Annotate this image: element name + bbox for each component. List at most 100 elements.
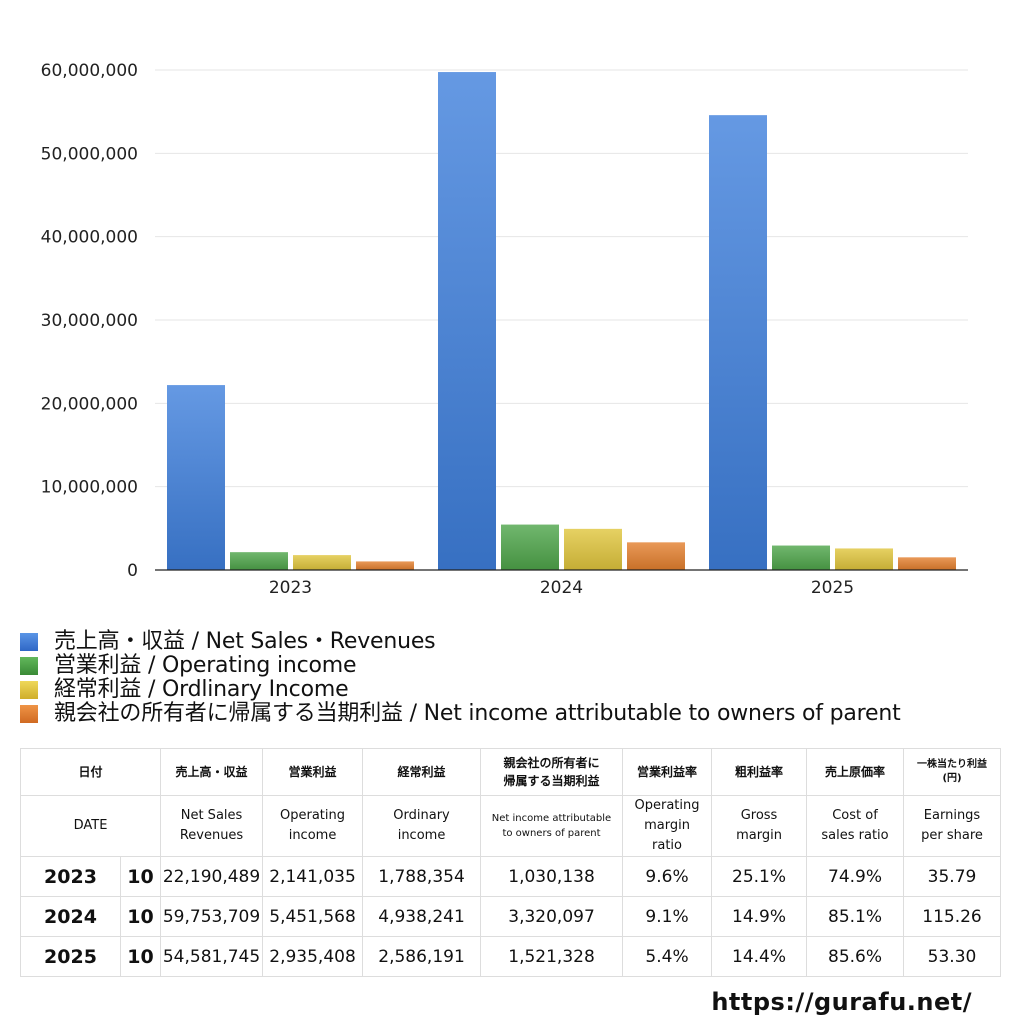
header-eps-en-line1: Earnings <box>923 808 981 823</box>
legend-label-ordinary-income: 経常利益 / Ordlinary Income <box>54 677 349 702</box>
header-net-en: Net income attributable to owners of par… <box>480 795 624 857</box>
cell-eps: 115.26 <box>903 896 1002 937</box>
cell-ord: 4,938,241 <box>362 896 482 937</box>
legend-item-ordinary-income: 経常利益 / Ordlinary Income <box>20 678 1020 702</box>
cell-opm: 5.4% <box>622 936 713 977</box>
y-tick-label: 60,000,000 <box>41 61 138 81</box>
legend-swatch-net-sales <box>20 633 38 651</box>
legend-swatch-ordinary-income <box>20 681 38 699</box>
header-op-jp: 営業利益 <box>262 748 364 796</box>
cell-net: 3,320,097 <box>480 896 624 937</box>
header-sales-en-line2: Revenues <box>179 828 244 843</box>
cell-year: 2023 <box>20 856 121 897</box>
cell-opm: 9.1% <box>622 896 713 937</box>
bar-2023-series-2 <box>293 555 351 570</box>
cell-cost: 85.1% <box>806 896 905 937</box>
header-date-jp: 日付 <box>19 748 162 796</box>
financial-data-table: 日付 売上高・収益 営業利益 経常利益 親会社の所有者に 帰属する当期利益 営業… <box>19 748 1002 977</box>
y-tick-label: 40,000,000 <box>41 228 138 248</box>
header-cost-en: Cost of sales ratio <box>806 795 905 857</box>
header-ord-en: Ordinary income <box>362 795 482 857</box>
header-eps-en: Earnings per share <box>903 795 1002 857</box>
header-gm-en-line2: margin <box>736 828 782 843</box>
grid-layer <box>155 69 968 488</box>
header-ord-jp: 経常利益 <box>362 748 482 796</box>
legend-item-operating-income: 営業利益 / Operating income <box>20 654 1020 678</box>
header-sales-jp: 売上高・収益 <box>160 748 264 796</box>
bars-layer <box>167 72 956 570</box>
legend-label-net-sales: 売上高・収益 / Net Sales・Revenues <box>54 629 436 654</box>
header-cost-en-line2: sales ratio <box>821 828 889 843</box>
bar-2025-series-3 <box>898 557 956 570</box>
y-tick-label: 30,000,000 <box>41 311 138 331</box>
axis-layer: 0 10,000,000 20,000,000 30,000,000 40,000,00… <box>41 61 968 598</box>
legend-item-net-sales: 売上高・収益 / Net Sales・Revenues <box>20 630 1020 654</box>
cell-eps: 53.30 <box>903 936 1002 977</box>
cell-cost: 85.6% <box>806 936 905 977</box>
header-net-jp-line2: 帰属する当期利益 <box>503 774 600 788</box>
chart-svg: 0 10,000,000 20,000,000 30,000,000 40,000,00… <box>41 61 968 598</box>
cell-net: 1,521,328 <box>480 936 624 977</box>
table-row-2023: 2023 10 22,190,489 2,141,035 1,788,354 1… <box>20 856 1002 897</box>
legend-label-net-income: 親会社の所有者に帰属する当期利益 / Net income attributab… <box>54 701 901 726</box>
y-tick-label: 50,000,000 <box>41 144 138 164</box>
table-row-2024: 2024 10 59,753,709 5,451,568 4,938,241 3… <box>20 896 1002 937</box>
header-eps-jp-line1: 一株当たり利益 <box>917 759 988 770</box>
cell-year: 2025 <box>20 936 121 977</box>
y-tick-label: 20,000,000 <box>41 394 138 414</box>
bar-2024-series-1 <box>501 524 559 570</box>
bar-2025-series-2 <box>835 548 893 570</box>
table-header-row-en: DATE Net Sales Revenues Operating income… <box>19 795 1002 857</box>
cell-month: 10 <box>119 936 162 977</box>
cell-opm: 9.6% <box>622 856 713 897</box>
y-tick-label: 10,000,000 <box>41 478 138 498</box>
header-net-en-line2: to owners of parent <box>502 828 601 839</box>
cell-cost: 74.9% <box>806 856 905 897</box>
bar-2023-series-3 <box>356 561 414 570</box>
header-net-en-line1: Net income attributable <box>491 813 612 824</box>
cell-gm: 14.9% <box>711 896 808 937</box>
site-url[interactable]: https://gurafu.net/ <box>711 988 972 1016</box>
x-tick-label: 2023 <box>269 578 312 598</box>
bar-2024-series-3 <box>627 542 685 570</box>
bar-2025-series-1 <box>772 545 830 570</box>
cell-op: 2,141,035 <box>262 856 364 897</box>
cell-op: 2,935,408 <box>262 936 364 977</box>
header-opm-en-line2: margin <box>644 818 690 833</box>
bar-chart: 0 10,000,000 20,000,000 30,000,000 40,000,00… <box>41 61 968 598</box>
header-sales-en: Net Sales Revenues <box>160 795 264 857</box>
header-date-en: DATE <box>19 795 162 857</box>
legend-item-net-income: 親会社の所有者に帰属する当期利益 / Net income attributab… <box>20 702 1020 726</box>
cell-sales: 54,581,745 <box>160 936 264 977</box>
header-net-jp: 親会社の所有者に 帰属する当期利益 <box>480 748 624 796</box>
cell-gm: 25.1% <box>711 856 808 897</box>
legend-swatch-net-income <box>20 705 38 723</box>
cell-gm: 14.4% <box>711 936 808 977</box>
header-cost-jp: 売上原価率 <box>806 748 905 796</box>
header-gm-en-line1: Gross <box>740 808 778 823</box>
bar-2023-series-0 <box>167 385 225 570</box>
y-tick-label: 0 <box>127 561 138 581</box>
cell-year: 2024 <box>20 896 121 937</box>
cell-net: 1,030,138 <box>480 856 624 897</box>
table-header-row-jp: 日付 売上高・収益 営業利益 経常利益 親会社の所有者に 帰属する当期利益 営業… <box>19 748 1002 796</box>
cell-month: 10 <box>119 856 162 897</box>
cell-op: 5,451,568 <box>262 896 364 937</box>
x-tick-label: 2024 <box>540 578 583 598</box>
header-eps-jp: 一株当たり利益 (円) <box>903 748 1002 796</box>
header-op-en: Operating income <box>262 795 364 857</box>
bar-2023-series-1 <box>230 552 288 570</box>
cell-sales: 22,190,489 <box>160 856 264 897</box>
cell-ord: 1,788,354 <box>362 856 482 897</box>
header-op-en-line2: income <box>288 828 337 843</box>
x-tick-label: 2025 <box>811 578 854 598</box>
table-row-2025: 2025 10 54,581,745 2,935,408 2,586,191 1… <box>20 936 1002 977</box>
legend-label-operating-income: 営業利益 / Operating income <box>54 653 357 678</box>
header-ord-en-line2: income <box>397 828 446 843</box>
header-opm-en-line1: Operating <box>634 798 700 813</box>
cell-eps: 35.79 <box>903 856 1002 897</box>
bar-2024-series-2 <box>564 528 622 570</box>
header-gm-en: Gross margin <box>711 795 808 857</box>
cell-month: 10 <box>119 896 162 937</box>
chart-legend: 売上高・収益 / Net Sales・Revenues 営業利益 / Opera… <box>20 630 1020 726</box>
